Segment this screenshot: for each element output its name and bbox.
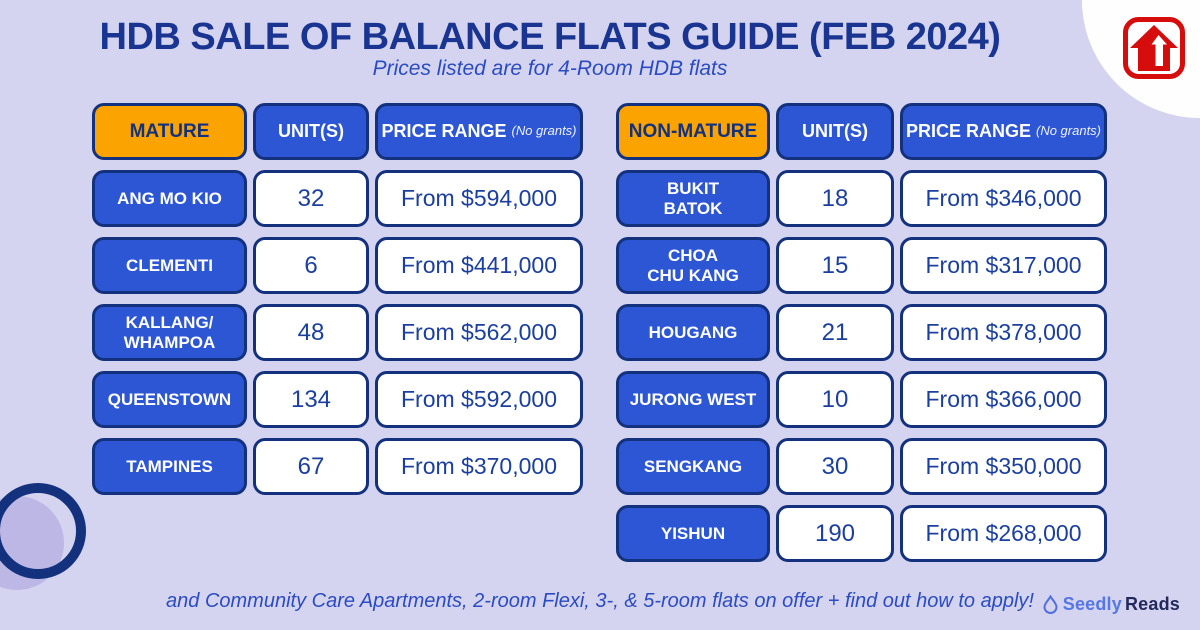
- units-cell: 30: [776, 438, 894, 495]
- price-cell: From $592,000: [375, 371, 583, 428]
- non-mature-header-cell: NON-MATURE: [616, 103, 770, 160]
- footer-note: and Community Care Apartments, 2-room Fl…: [166, 590, 1034, 612]
- brand-name-secondary: Reads: [1124, 594, 1180, 614]
- non-mature-price-header-cell: PRICE RANGE (No grants): [900, 103, 1107, 160]
- units-cell: 134: [253, 371, 369, 428]
- units-cell: 67: [253, 438, 369, 495]
- non-mature-table: NON-MATURE UNIT(S) PRICE RANGE (No grant…: [616, 103, 1107, 562]
- estate-cell: TAMPINES: [92, 438, 247, 495]
- price-cell: From $268,000: [900, 505, 1107, 562]
- hdb-house-arrow-icon: [1122, 16, 1186, 80]
- mature-header-cell: MATURE: [92, 103, 247, 160]
- price-cell: From $366,000: [900, 371, 1107, 428]
- units-cell: 10: [776, 371, 894, 428]
- price-cell: From $317,000: [900, 237, 1107, 294]
- ring-decoration: [0, 483, 86, 579]
- page-title: HDB SALE OF BALANCE FLATS GUIDE (FEB 202…: [99, 16, 1001, 58]
- units-cell: 48: [253, 304, 369, 361]
- estate-cell: JURONG WEST: [616, 371, 770, 428]
- units-cell: 190: [776, 505, 894, 562]
- brand-logo: Seedly Reads: [1034, 594, 1180, 615]
- estate-cell: KALLANG/ WHAMPOA: [92, 304, 247, 361]
- estate-cell: YISHUN: [616, 505, 770, 562]
- no-grants-note: (No grants): [1035, 123, 1102, 139]
- estate-cell: CLEMENTI: [92, 237, 247, 294]
- estate-cell: HOUGANG: [616, 304, 770, 361]
- units-cell: 6: [253, 237, 369, 294]
- mature-units-header-cell: UNIT(S): [253, 103, 369, 160]
- price-cell: From $441,000: [375, 237, 583, 294]
- price-range-label: PRICE RANGE: [905, 121, 1031, 142]
- estate-cell: QUEENSTOWN: [92, 371, 247, 428]
- mature-table: MATURE UNIT(S) PRICE RANGE (No grants) A…: [92, 103, 583, 495]
- price-cell: From $378,000: [900, 304, 1107, 361]
- units-cell: 21: [776, 304, 894, 361]
- estate-cell: ANG MO KIO: [92, 170, 247, 227]
- estate-cell: BUKIT BATOK: [616, 170, 770, 227]
- price-range-label: PRICE RANGE: [381, 121, 507, 142]
- price-cell: From $370,000: [375, 438, 583, 495]
- units-cell: 15: [776, 237, 894, 294]
- estate-cell: CHOA CHU KANG: [616, 237, 770, 294]
- price-cell: From $350,000: [900, 438, 1107, 495]
- no-grants-note: (No grants): [511, 123, 577, 139]
- page-subtitle: Prices listed are for 4-Room HDB flats: [372, 57, 728, 80]
- mature-price-header-cell: PRICE RANGE (No grants): [375, 103, 583, 160]
- units-cell: 32: [253, 170, 369, 227]
- price-cell: From $346,000: [900, 170, 1107, 227]
- units-cell: 18: [776, 170, 894, 227]
- price-cell: From $562,000: [375, 304, 583, 361]
- price-cell: From $594,000: [375, 170, 583, 227]
- estate-cell: SENGKANG: [616, 438, 770, 495]
- droplet-icon: [1043, 595, 1058, 614]
- brand-name-primary: Seedly: [1062, 594, 1122, 614]
- non-mature-units-header-cell: UNIT(S): [776, 103, 894, 160]
